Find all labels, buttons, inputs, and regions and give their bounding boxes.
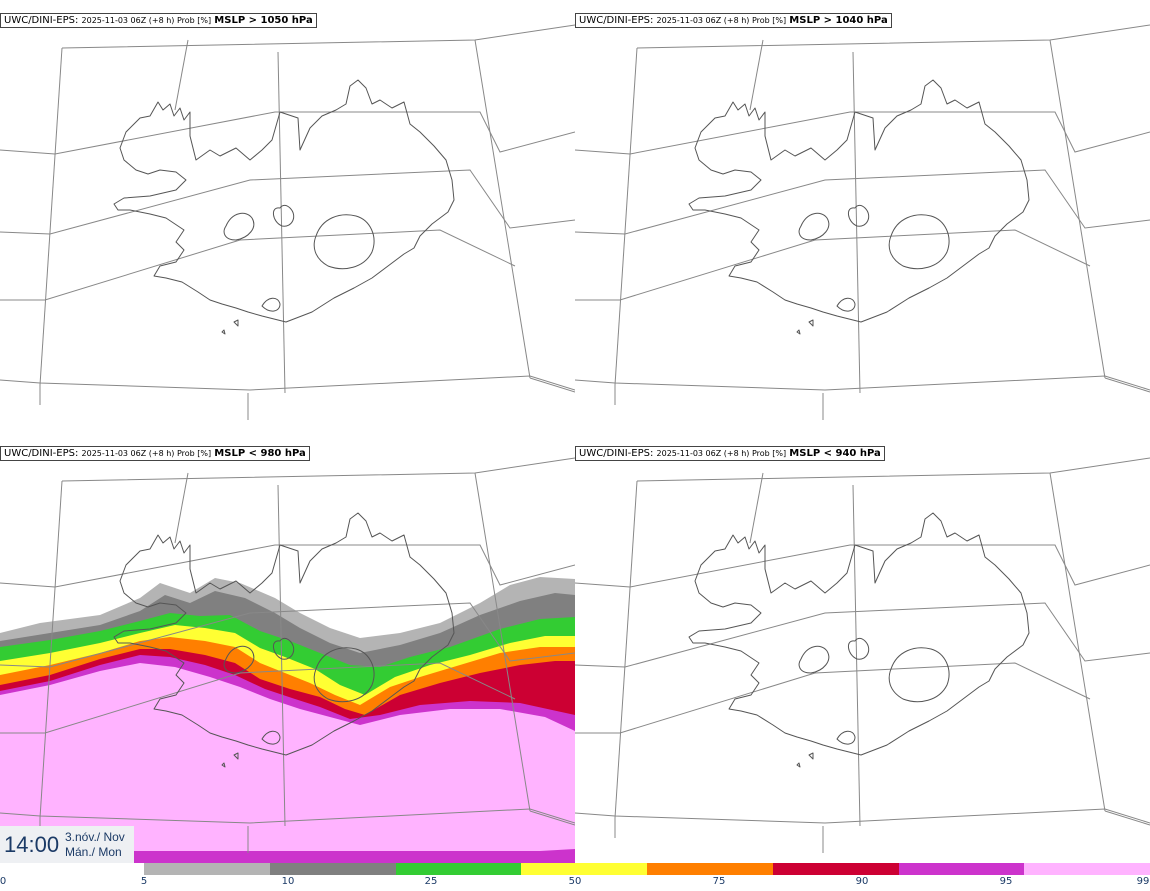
map-1050	[0, 24, 575, 421]
map-980	[0, 457, 575, 863]
colorbar-segment	[772, 863, 899, 875]
valid-date: 3.nóv./ Nov	[65, 830, 125, 844]
map-panel-mslp-gt-1040: UWC/DINI-EPS: 2025-11-03 06Z (+8 h) Prob…	[575, 0, 1150, 430]
colorbar-tick-label: 0	[0, 876, 7, 887]
probability-shading	[0, 577, 575, 863]
map-panel-mslp-lt-980: UWC/DINI-EPS: 2025-11-03 06Z (+8 h) Prob…	[0, 433, 575, 863]
panel-title: UWC/DINI-EPS: 2025-11-03 06Z (+8 h) Prob…	[575, 446, 885, 461]
valid-time-box: 14:00 3.nóv./ Nov Mán./ Mon	[0, 826, 134, 863]
map-panel-mslp-lt-940: UWC/DINI-EPS: 2025-11-03 06Z (+8 h) Prob…	[575, 433, 1150, 863]
colorbar-segment	[898, 863, 1025, 875]
colorbar-tick-label: 50	[568, 876, 582, 887]
colorbar-tick-label: 99	[1136, 876, 1150, 887]
valid-weekday: Mán./ Mon	[65, 845, 122, 859]
colorbar-tick-label: 90	[855, 876, 869, 887]
colorbar-segment	[1024, 863, 1150, 875]
panel-title: UWC/DINI-EPS: 2025-11-03 06Z (+8 h) Prob…	[0, 446, 310, 461]
colorbar-segment	[144, 863, 270, 875]
colorbar-segment	[521, 863, 647, 875]
map-1040	[575, 24, 1150, 421]
map-940	[575, 457, 1150, 854]
colorbar-tick-label: 95	[999, 876, 1013, 887]
colorbar-tick-label: 10	[281, 876, 295, 887]
colorbar-tick-label: 25	[424, 876, 438, 887]
colorbar-ticks: 0 5 10 25 50 75 90 95 99	[0, 876, 1150, 890]
colorbar-segment	[269, 863, 396, 875]
probability-colorbar	[144, 863, 1150, 875]
colorbar-tick-label: 5	[140, 876, 148, 887]
colorbar-segment	[395, 863, 522, 875]
panel-title: UWC/DINI-EPS: 2025-11-03 06Z (+8 h) Prob…	[0, 13, 317, 28]
valid-time: 14:00	[4, 832, 60, 857]
map-panel-mslp-gt-1050: UWC/DINI-EPS: 2025-11-03 06Z (+8 h) Prob…	[0, 0, 575, 430]
colorbar-tick-label: 75	[712, 876, 726, 887]
colorbar-segment	[647, 863, 773, 875]
panel-title: UWC/DINI-EPS: 2025-11-03 06Z (+8 h) Prob…	[575, 13, 892, 28]
